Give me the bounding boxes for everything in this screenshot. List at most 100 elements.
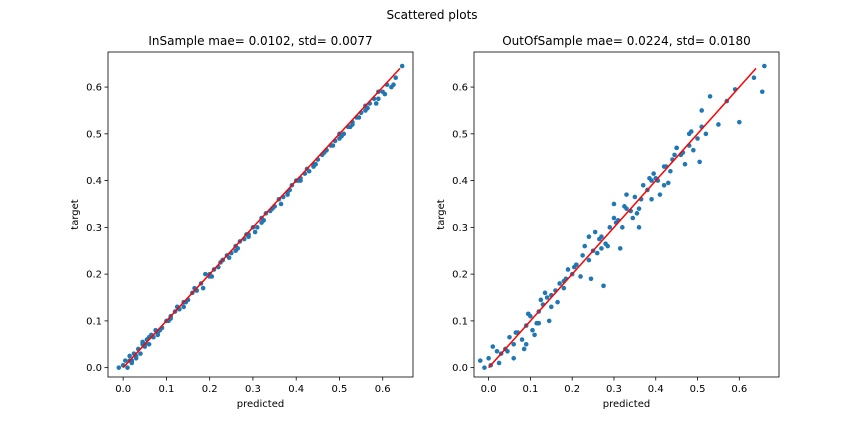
y-tick-label: 0.3 — [86, 223, 102, 234]
data-point — [373, 101, 379, 106]
data-point — [311, 164, 316, 169]
x-axis-label: predicted — [237, 399, 284, 410]
x-tick-label: 0.2 — [202, 384, 218, 395]
data-point — [737, 119, 742, 125]
data-point — [686, 131, 692, 137]
fit-line — [488, 67, 757, 369]
x-tick-label: 0.6 — [731, 384, 747, 395]
data-point — [682, 161, 688, 167]
data-point — [252, 229, 258, 235]
data-point — [597, 236, 602, 242]
scatter-plot-outofsample: OutOfSample mae= 0.0224, std= 0.0180 0.0 0… — [436, 34, 780, 410]
data-point — [477, 358, 483, 363]
data-point — [391, 82, 396, 88]
data-point — [661, 182, 667, 188]
data-point — [594, 250, 600, 256]
x-tick-label: 0.3 — [606, 384, 622, 395]
data-point — [254, 225, 260, 230]
data-point — [127, 353, 132, 359]
data-point — [607, 225, 613, 230]
scatter-plot-insample: InSample mae= 0.0102, std= 0.0077 0.0 0.1 0… — [70, 34, 414, 410]
data-point — [226, 255, 232, 261]
data-point — [523, 341, 529, 347]
data-point — [511, 355, 516, 361]
plot-frame — [107, 51, 414, 378]
data-point — [542, 290, 548, 296]
data-point — [285, 192, 290, 197]
y-axis-label: target — [70, 199, 81, 229]
x-tick-label: 0.4 — [288, 384, 304, 395]
y-tick-label: 0.0 — [452, 363, 468, 374]
data-point — [393, 75, 398, 81]
data-point — [125, 365, 130, 370]
y-tick-label: 0.0 — [86, 363, 102, 374]
data-point — [546, 318, 552, 324]
data-point — [624, 192, 629, 197]
data-point — [716, 122, 721, 127]
data-point — [526, 311, 531, 317]
data-point — [557, 281, 562, 286]
plot-title: OutOfSample mae= 0.0224, std= 0.0180 — [502, 34, 751, 48]
x-tick-label: 0.1 — [158, 384, 174, 395]
data-point — [511, 341, 516, 347]
x-tick-label: 0.6 — [375, 384, 391, 395]
data-point — [200, 285, 206, 291]
data-point — [278, 201, 284, 207]
data-point — [674, 145, 679, 151]
data-point — [507, 334, 512, 340]
data-point — [548, 304, 554, 310]
data-point — [534, 320, 539, 326]
data-point — [123, 358, 128, 363]
data-point — [586, 234, 592, 240]
data-point — [611, 201, 617, 207]
data-point — [592, 229, 598, 235]
y-tick-label: 0.4 — [86, 176, 102, 187]
figure-suptitle: Scattered plots — [386, 8, 477, 22]
data-point — [668, 168, 673, 174]
y-tick-label: 0.5 — [86, 129, 102, 140]
data-point — [505, 348, 510, 354]
data-point — [350, 122, 355, 127]
data-point — [565, 267, 571, 272]
data-point — [759, 89, 765, 95]
data-point — [605, 243, 610, 249]
y-tick-label: 0.6 — [86, 83, 102, 94]
data-point — [116, 365, 122, 370]
data-point — [651, 171, 656, 176]
plot-title: InSample mae= 0.0102, std= 0.0077 — [148, 34, 372, 48]
data-point — [399, 63, 405, 69]
data-point — [630, 215, 636, 221]
x-tick-label: 0.5 — [332, 384, 348, 395]
data-point — [703, 131, 709, 137]
data-point — [697, 159, 702, 165]
data-point — [494, 348, 500, 354]
data-point — [751, 75, 757, 81]
data-point — [617, 246, 623, 251]
data-point — [233, 248, 238, 254]
data-point — [246, 234, 251, 240]
data-point — [657, 192, 663, 197]
data-point — [490, 344, 496, 349]
y-tick-label: 0.1 — [86, 316, 102, 327]
data-point — [486, 355, 491, 361]
data-point — [530, 327, 535, 333]
y-tick-label: 0.6 — [452, 83, 468, 94]
x-tick-label: 0.1 — [522, 384, 538, 395]
x-tick-label: 0.5 — [690, 384, 706, 395]
data-point — [146, 341, 152, 347]
data-point — [649, 197, 654, 202]
data-point — [519, 337, 525, 342]
data-point — [544, 295, 550, 300]
data-point — [691, 147, 696, 153]
data-point — [521, 346, 527, 352]
data-point — [138, 351, 143, 356]
x-tick-label: 0.3 — [245, 384, 261, 395]
data-point — [580, 253, 585, 258]
data-point — [588, 276, 594, 282]
data-point — [574, 262, 579, 268]
plot-frame — [473, 51, 780, 378]
data-point — [762, 63, 767, 69]
data-point — [555, 299, 560, 305]
